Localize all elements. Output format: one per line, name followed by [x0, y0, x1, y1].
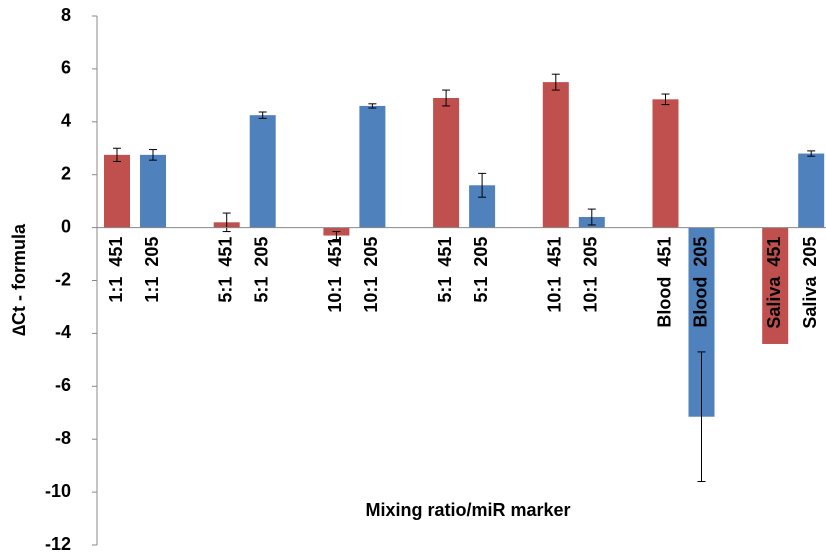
- x-tick-label: 1:1 451: [106, 237, 126, 303]
- bar: [359, 105, 386, 228]
- bar: [433, 97, 460, 228]
- x-tick-label: 5:1 205: [471, 237, 491, 303]
- y-tick-label: -2: [55, 269, 71, 289]
- bar: [652, 99, 679, 228]
- x-tick-label: 1:1 205: [142, 237, 162, 303]
- x-tick-label: Blood 205: [690, 237, 710, 328]
- x-tick-label: Blood 451: [654, 237, 674, 328]
- y-tick-label: 4: [61, 111, 71, 131]
- x-axis-title: Mixing ratio/miR marker: [365, 500, 570, 520]
- y-tick-label: 0: [61, 216, 71, 236]
- y-tick-label: 8: [61, 5, 71, 25]
- bar: [249, 115, 276, 228]
- x-tick-label: 10:1 451: [545, 237, 565, 313]
- x-tick-label: 10:1 451: [325, 237, 345, 313]
- x-tick-label: 10:1 205: [361, 237, 381, 313]
- y-tick-label: -8: [55, 428, 71, 448]
- bar: [762, 227, 789, 344]
- bar: [798, 153, 825, 228]
- bar: [104, 154, 130, 228]
- y-tick-label: 6: [61, 58, 71, 78]
- x-tick-label: Saliva 205: [800, 237, 820, 329]
- y-axis-title: ∆Ct - formula: [9, 223, 29, 336]
- y-tick-label: -12: [45, 534, 71, 554]
- x-tick-label: Saliva 451: [764, 237, 784, 329]
- bar: [140, 154, 166, 228]
- x-tick-label: 5:1 205: [251, 237, 271, 303]
- y-tick-label: 2: [61, 163, 71, 183]
- bar: [542, 82, 569, 228]
- y-tick-label: -6: [55, 375, 71, 395]
- y-tick-label: -10: [45, 481, 71, 501]
- x-tick-label: 5:1 451: [435, 237, 455, 303]
- x-tick-label: 10:1 205: [581, 237, 601, 313]
- x-tick-label: 5:1 451: [215, 237, 235, 303]
- y-tick-label: -4: [55, 322, 71, 342]
